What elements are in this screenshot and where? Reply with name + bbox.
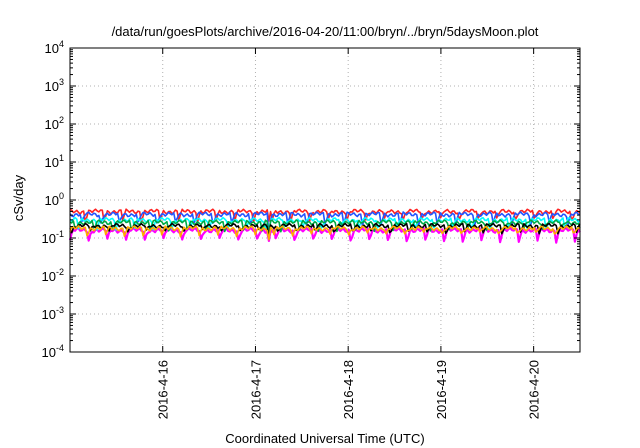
y-tick-label: 102 [45,115,64,132]
y-tick-exponent: 4 [59,39,64,49]
y-tick-label: 100 [45,191,64,208]
y-tick-label: 10-2 [42,267,64,284]
x-axis-label: Coordinated Universal Time (UTC) [225,431,424,446]
y-tick-base: 10 [45,117,59,132]
y-tick-label: 104 [45,39,64,56]
series-group [68,208,581,244]
series-line [69,222,581,239]
y-tick-exponent: 3 [59,77,64,87]
y-tick-exponent: -1 [56,229,64,239]
y-tick-base: 10 [45,79,59,94]
y-tick-exponent: 2 [59,115,64,125]
y-tick-base: 10 [42,269,56,284]
grid [70,48,580,352]
y-tick-label: 103 [45,77,64,94]
y-tick-base: 10 [42,345,56,360]
y-axis-label: cSv/day [11,174,26,221]
chart-title: /data/run/goesPlots/archive/2016-04-20/1… [112,24,539,39]
y-tick-exponent: -3 [56,305,64,315]
x-tick-label: 2016-4-19 [434,360,449,419]
y-tick-label: 10-3 [42,305,64,322]
y-tick-base: 10 [42,231,56,246]
y-tick-exponent: 0 [59,191,64,201]
y-tick-label: 10-1 [42,229,64,246]
y-tick-exponent: -2 [56,267,64,277]
y-tick-base: 10 [45,193,59,208]
y-tick-base: 10 [42,307,56,322]
x-tick-label: 2016-4-17 [248,360,263,419]
y-tick-label: 101 [45,153,64,170]
y-tick-exponent: -4 [56,343,64,353]
series-line [69,211,581,236]
x-tick-label: 2016-4-16 [156,360,171,419]
x-axis-ticks: 2016-4-16 2016-4-17 2016-4-18 2016-4-19 2016… [156,48,542,419]
y-tick-exponent: 1 [59,153,64,163]
series-line [68,226,581,244]
series-line [69,219,581,235]
y-tick-base: 10 [45,155,59,170]
y-tick-base: 10 [45,41,59,56]
series-line [69,208,581,224]
x-tick-label: 2016-4-18 [341,360,356,419]
series-line [69,225,581,241]
x-tick-label: 2016-4-20 [527,360,542,419]
y-tick-label: 10-4 [42,343,64,360]
